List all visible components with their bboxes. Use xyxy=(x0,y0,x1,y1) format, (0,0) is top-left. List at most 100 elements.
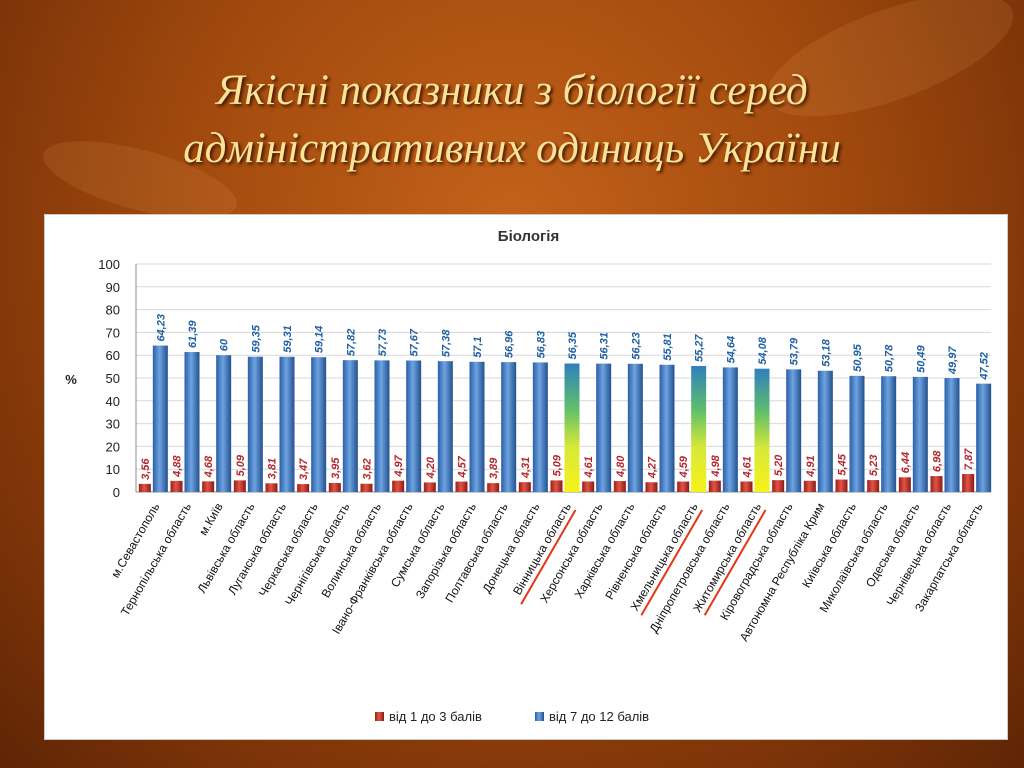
data-label-low: 5,45 xyxy=(837,453,849,475)
bar-low-series xyxy=(613,481,626,492)
bar-high-series xyxy=(596,363,612,492)
bar-low-series xyxy=(423,482,436,492)
bar-high-series xyxy=(374,360,390,492)
x-tick-label: Луганська область xyxy=(225,501,289,598)
data-label-high: 59,31 xyxy=(282,325,294,353)
bar-low-series xyxy=(170,480,183,492)
y-tick-label: 10 xyxy=(106,462,120,477)
bar-high-series xyxy=(944,378,960,492)
data-label-low: 4,57 xyxy=(457,455,469,478)
y-tick-label: 100 xyxy=(98,257,120,272)
x-tick-label: Вінницька область xyxy=(510,501,574,598)
bar-low-series xyxy=(708,480,721,492)
data-label-high: 59,35 xyxy=(250,324,262,352)
bar-high-series xyxy=(406,360,422,492)
data-label-high: 64,23 xyxy=(155,314,167,342)
data-label-high: 53,18 xyxy=(820,338,832,366)
bar-high-series xyxy=(627,363,643,492)
data-label-low: 4,98 xyxy=(710,454,722,477)
data-label-high: 57,73 xyxy=(377,329,389,357)
data-label-high: 49,97 xyxy=(947,346,959,375)
data-label-low: 5,23 xyxy=(868,455,880,476)
data-label-high: 56,23 xyxy=(630,332,642,360)
data-label-low: 4,97 xyxy=(393,454,405,477)
bar-low-series xyxy=(233,480,246,492)
bar-low-series xyxy=(202,481,215,492)
bar-low-series xyxy=(392,480,405,492)
data-label-low: 4,61 xyxy=(583,456,595,478)
data-label-high: 56,96 xyxy=(504,330,516,358)
data-label-high: 53,79 xyxy=(789,337,801,365)
data-label-low: 4,20 xyxy=(425,456,437,479)
highlight-underline xyxy=(640,509,704,616)
data-label-low: 6,44 xyxy=(900,452,912,473)
bar-high-series xyxy=(849,375,865,492)
bar-high-series xyxy=(469,361,485,492)
data-label-high: 55,81 xyxy=(662,333,674,361)
legend-label-high: від 7 до 12 балів xyxy=(549,709,649,724)
data-label-high: 60 xyxy=(219,338,231,351)
data-label-low: 4,68 xyxy=(203,455,215,478)
bar-low-series xyxy=(677,481,690,492)
bar-high-series-highlighted xyxy=(691,365,707,492)
data-label-low: 3,89 xyxy=(488,457,500,479)
bar-low-series xyxy=(645,482,658,492)
data-label-low: 5,20 xyxy=(773,454,785,476)
bar-low-series xyxy=(835,479,848,492)
y-tick-label: 60 xyxy=(106,348,120,363)
data-label-low: 3,95 xyxy=(330,457,342,479)
data-label-low: 3,47 xyxy=(298,458,310,480)
bar-high-series xyxy=(184,352,200,492)
data-label-low: 4,31 xyxy=(520,457,532,479)
y-tick-label: 50 xyxy=(106,371,120,386)
bar-high-series xyxy=(817,370,833,492)
data-label-low: 4,91 xyxy=(805,455,817,477)
data-label-low: 3,56 xyxy=(140,458,152,480)
bar-high-series xyxy=(976,383,992,492)
data-label-high: 61,39 xyxy=(187,320,199,348)
bar-low-series xyxy=(803,480,816,492)
data-label-high: 56,83 xyxy=(535,331,547,359)
bar-high-series xyxy=(501,362,517,492)
data-label-high: 54,08 xyxy=(757,336,769,364)
data-label-low: 4,59 xyxy=(678,455,690,478)
y-tick-label: 0 xyxy=(113,485,120,500)
x-tick-label: Львівська область xyxy=(194,501,257,596)
bar-low-series xyxy=(582,481,595,492)
y-tick-label: 30 xyxy=(106,417,120,432)
bar-chart: Біологія% 0 10 20 30 40 50 60 70 80 90 100 3,56 64,23… xyxy=(65,228,992,724)
highlight-underline xyxy=(703,509,767,616)
bar-low-series xyxy=(138,483,151,492)
data-label-high: 57,38 xyxy=(440,329,452,357)
data-label-high: 57,82 xyxy=(345,329,357,357)
bar-low-series xyxy=(740,481,753,492)
data-label-low: 3,62 xyxy=(362,458,374,479)
data-label-low: 3,81 xyxy=(267,458,279,479)
bar-low-series xyxy=(328,482,341,492)
bar-low-series xyxy=(487,483,500,492)
bar-low-series xyxy=(518,482,531,492)
slide-title-line-2: адміністративних одиниць України xyxy=(183,125,841,172)
chart-panel: Біологія% 0 10 20 30 40 50 60 70 80 90 100 3,56 64,23… xyxy=(44,214,1008,740)
bar-low-series xyxy=(550,480,563,492)
y-tick-label: 90 xyxy=(106,280,120,295)
data-label-high: 50,95 xyxy=(852,343,864,371)
y-tick-label: 70 xyxy=(106,325,120,340)
bar-high-series xyxy=(532,362,548,492)
data-label-high: 54,64 xyxy=(725,336,737,364)
bar-high-series xyxy=(279,356,295,492)
legend-swatch-high xyxy=(535,712,544,721)
bar-low-series xyxy=(455,481,468,492)
bar-high-series xyxy=(437,361,453,492)
bar-high-series xyxy=(881,376,897,492)
bar-low-series xyxy=(265,483,278,492)
slide-title: Якісні показники з біології серед адміні… xyxy=(0,62,1024,178)
bar-low-series xyxy=(772,480,785,492)
bar-high-series xyxy=(659,364,675,492)
highlight-underline xyxy=(520,509,577,605)
bar-low-series xyxy=(297,484,310,492)
bar-low-series xyxy=(930,476,943,492)
y-tick-label: 80 xyxy=(106,303,120,318)
data-label-high: 50,49 xyxy=(915,344,927,372)
bar-high-series-highlighted xyxy=(564,363,580,492)
